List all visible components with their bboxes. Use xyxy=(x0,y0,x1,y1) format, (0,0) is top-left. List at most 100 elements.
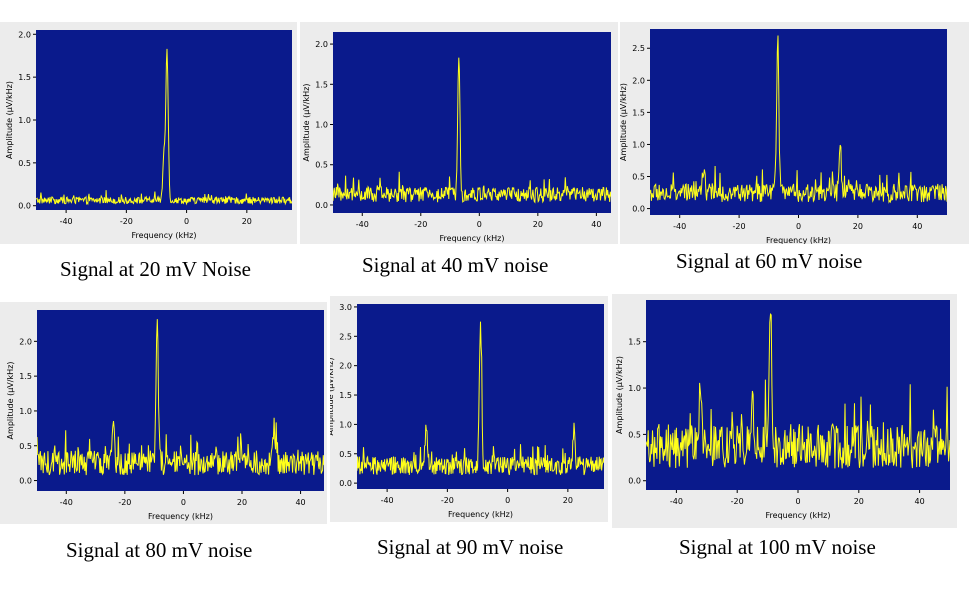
x-tick-label: -20 xyxy=(441,496,454,505)
y-tick-label: 0.5 xyxy=(19,442,32,451)
y-tick-label: 3.0 xyxy=(339,303,352,312)
caption-6: Signal at 100 mV noise xyxy=(679,535,876,559)
x-tick-label: 0 xyxy=(477,220,482,229)
x-tick-label: -40 xyxy=(356,220,369,229)
chart-svg-4: 0.0 0.5 1.0 1.5 2.0 -40 -20 0 20 40 Frequency (kHz… xyxy=(6,310,324,521)
y-tick-label: 2.0 xyxy=(315,40,328,49)
chart-panel-1: 0.0 0.5 1.0 1.5 2.0 -40 -20 0 20 Frequency (kHz) A… xyxy=(0,22,297,244)
plot-area xyxy=(650,29,947,215)
y-tick-label: 0.0 xyxy=(632,205,645,214)
y-tick-label: 0.5 xyxy=(339,450,352,459)
y-tick-label: 0.0 xyxy=(19,477,32,486)
caption-3: Signal at 60 mV noise xyxy=(676,249,863,273)
y-axis-label: Amplitude (µV/kHz) xyxy=(330,358,335,436)
y-axis-label: Amplitude (µV/kHz) xyxy=(302,84,311,162)
x-axis-label: Frequency (kHz) xyxy=(132,231,197,240)
x-tick-label: -20 xyxy=(731,497,744,506)
x-axis-label: Frequency (kHz) xyxy=(766,236,831,244)
y-tick-label: 0.0 xyxy=(18,202,31,211)
y-tick-label: 2.0 xyxy=(18,30,31,39)
x-tick-label: 40 xyxy=(915,497,925,506)
y-tick-label: 0.0 xyxy=(339,479,352,488)
spectrum-line xyxy=(36,48,292,206)
spectrum-line xyxy=(333,57,611,204)
y-axis-label: Amplitude (µV/kHz) xyxy=(615,356,624,434)
chart-svg-6: 0.0 0.5 1.0 1.5 -40 -20 0 20 40 Frequency (kHz) Am… xyxy=(615,300,950,520)
spectrum-line xyxy=(37,319,324,476)
y-axis-label: Amplitude (µV/kHz) xyxy=(620,83,628,161)
y-tick-label: 2.0 xyxy=(339,362,352,371)
y-tick-label: 1.0 xyxy=(19,407,32,416)
y-tick-label: 0.0 xyxy=(628,477,641,486)
chart-panel-5: 0.0 0.5 1.0 1.5 2.0 2.5 3.0 -40 -20 0 20 Frequency … xyxy=(330,296,608,522)
x-tick-label: 0 xyxy=(505,496,510,505)
chart-svg-1: 0.0 0.5 1.0 1.5 2.0 -40 -20 0 20 Frequency (kHz) A… xyxy=(5,30,292,240)
y-tick-label: 1.0 xyxy=(628,384,641,393)
y-tick-label: 2.5 xyxy=(339,332,352,341)
chart-svg-5: 0.0 0.5 1.0 1.5 2.0 2.5 3.0 -40 -20 0 20 Frequency … xyxy=(330,303,604,519)
y-tick-label: 0.5 xyxy=(315,161,328,170)
y-tick-label: 0.5 xyxy=(632,173,645,182)
y-tick-label: 1.0 xyxy=(315,121,328,130)
y-tick-label: 1.0 xyxy=(18,116,31,125)
y-tick-label: 2.0 xyxy=(632,76,645,85)
y-tick-label: 1.5 xyxy=(315,80,328,89)
spectrum-line xyxy=(650,35,947,204)
plot-area xyxy=(646,300,950,490)
y-tick-label: 1.5 xyxy=(632,108,645,117)
x-tick-label: -40 xyxy=(670,497,683,506)
y-tick-label: 0.0 xyxy=(315,201,328,210)
x-tick-label: 40 xyxy=(295,498,305,507)
plot-area xyxy=(333,32,611,213)
x-tick-label: 0 xyxy=(796,222,801,231)
chart-panel-3: 0.0 0.5 1.0 1.5 2.0 2.5 -40 -20 0 20 40 Frequency (… xyxy=(620,22,969,244)
chart-panel-2: 0.0 0.5 1.0 1.5 2.0 -40 -20 0 20 40 Frequency (kHz… xyxy=(300,22,618,244)
x-tick-label: -20 xyxy=(118,498,131,507)
y-tick-label: 1.0 xyxy=(339,420,352,429)
y-tick-label: 1.0 xyxy=(632,140,645,149)
x-tick-label: 20 xyxy=(854,497,864,506)
x-tick-label: -40 xyxy=(60,217,73,226)
spectrum-line xyxy=(357,321,604,476)
y-axis-label: Amplitude (µV/kHz) xyxy=(6,362,15,440)
x-tick-label: -40 xyxy=(673,222,686,231)
x-tick-label: 20 xyxy=(533,220,543,229)
x-tick-label: -20 xyxy=(120,217,133,226)
x-tick-label: 0 xyxy=(181,498,186,507)
chart-svg-2: 0.0 0.5 1.0 1.5 2.0 -40 -20 0 20 40 Frequency (kHz… xyxy=(302,32,611,243)
plot-area xyxy=(36,30,292,210)
caption-2: Signal at 40 mV noise xyxy=(362,253,549,277)
x-tick-label: 0 xyxy=(184,217,189,226)
x-axis-label: Frequency (kHz) xyxy=(766,511,831,520)
chart-panel-4: 0.0 0.5 1.0 1.5 2.0 -40 -20 0 20 40 Frequency (kHz… xyxy=(0,302,327,524)
x-tick-label: 40 xyxy=(912,222,922,231)
x-tick-label: 0 xyxy=(795,497,800,506)
chart-panel-6: 0.0 0.5 1.0 1.5 -40 -20 0 20 40 Frequency (kHz) Am… xyxy=(612,294,957,528)
caption-4: Signal at 80 mV noise xyxy=(66,538,253,562)
y-tick-label: 2.5 xyxy=(632,44,645,53)
y-tick-label: 1.5 xyxy=(18,73,31,82)
spectrum-line xyxy=(646,312,950,469)
y-tick-label: 1.5 xyxy=(19,372,32,381)
y-tick-label: 0.5 xyxy=(628,430,641,439)
x-tick-label: 20 xyxy=(563,496,573,505)
x-axis-label: Frequency (kHz) xyxy=(148,512,213,521)
x-tick-label: -40 xyxy=(60,498,73,507)
x-tick-label: -20 xyxy=(414,220,427,229)
x-tick-label: 20 xyxy=(242,217,252,226)
chart-svg-3: 0.0 0.5 1.0 1.5 2.0 2.5 -40 -20 0 20 40 Frequency (… xyxy=(620,29,947,244)
y-tick-label: 0.5 xyxy=(18,159,31,168)
caption-1: Signal at 20 mV Noise xyxy=(60,257,251,281)
x-axis-label: Frequency (kHz) xyxy=(440,234,505,243)
y-axis-label: Amplitude (µV/kHz) xyxy=(5,81,14,159)
x-tick-label: -20 xyxy=(733,222,746,231)
y-tick-label: 1.5 xyxy=(628,338,641,347)
y-tick-label: 1.5 xyxy=(339,391,352,400)
x-tick-label: -40 xyxy=(381,496,394,505)
x-axis-label: Frequency (kHz) xyxy=(448,510,513,519)
y-tick-label: 2.0 xyxy=(19,337,32,346)
caption-5: Signal at 90 mV noise xyxy=(377,535,564,559)
x-tick-label: 20 xyxy=(237,498,247,507)
x-tick-label: 40 xyxy=(591,220,601,229)
x-tick-label: 20 xyxy=(853,222,863,231)
